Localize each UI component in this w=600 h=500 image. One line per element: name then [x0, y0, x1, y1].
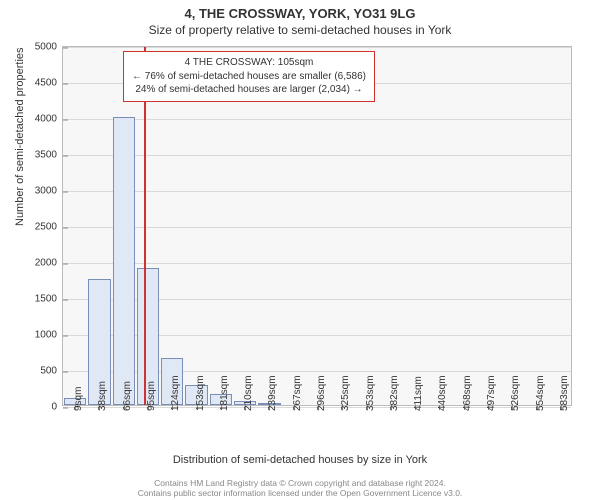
x-tick: 38sqm — [97, 381, 108, 411]
x-tick: 526sqm — [510, 375, 521, 411]
gridline — [63, 119, 571, 120]
y-tick: 4500 — [35, 78, 63, 89]
x-tick: 325sqm — [340, 375, 351, 411]
x-tick: 411sqm — [413, 376, 424, 411]
y-tick: 5000 — [35, 42, 63, 53]
x-tick: 239sqm — [267, 375, 278, 411]
y-tick: 500 — [40, 366, 63, 377]
y-tick: 3500 — [35, 150, 63, 161]
chart-title: 4, THE CROSSWAY, YORK, YO31 9LG — [0, 0, 600, 21]
y-tick: 1000 — [35, 330, 63, 341]
gridline — [63, 155, 571, 156]
x-axis-label: Distribution of semi-detached houses by … — [0, 454, 600, 466]
chart-area: 0500100015002000250030003500400045005000… — [62, 46, 572, 406]
x-tick: 468sqm — [462, 375, 473, 411]
footer-line1: Contains HM Land Registry data © Crown c… — [0, 478, 600, 488]
y-tick: 1500 — [35, 294, 63, 305]
x-tick: 382sqm — [389, 375, 400, 411]
info-box-line3: 24% of semi-detached houses are larger (… — [132, 83, 366, 97]
info-box: 4 THE CROSSWAY: 105sqm← 76% of semi-deta… — [123, 51, 375, 102]
x-tick: 267sqm — [292, 375, 303, 411]
x-tick: 353sqm — [365, 375, 376, 411]
gridline — [63, 227, 571, 228]
x-tick: 583sqm — [559, 375, 570, 411]
info-box-line2: ← 76% of semi-detached houses are smalle… — [132, 70, 366, 84]
gridline — [63, 263, 571, 264]
y-tick: 2500 — [35, 222, 63, 233]
histogram-bar — [113, 117, 135, 405]
y-tick: 0 — [51, 402, 63, 413]
x-tick: 153sqm — [195, 375, 206, 411]
footer-attribution: Contains HM Land Registry data © Crown c… — [0, 478, 600, 498]
y-axis-label: Number of semi-detached properties — [14, 47, 26, 226]
y-tick: 3000 — [35, 186, 63, 197]
y-tick: 4000 — [35, 114, 63, 125]
x-tick: 440sqm — [437, 375, 448, 411]
x-tick: 9sqm — [73, 387, 84, 411]
info-box-line1: 4 THE CROSSWAY: 105sqm — [132, 56, 366, 70]
chart-subtitle: Size of property relative to semi-detach… — [0, 21, 600, 41]
x-tick: 181sqm — [219, 375, 230, 411]
gridline — [63, 191, 571, 192]
gridline — [63, 47, 571, 48]
y-tick: 2000 — [35, 258, 63, 269]
x-tick: 124sqm — [170, 375, 181, 411]
plot-region: 0500100015002000250030003500400045005000… — [62, 46, 572, 406]
x-tick: 554sqm — [535, 375, 546, 411]
x-tick: 296sqm — [316, 375, 327, 411]
x-tick: 95sqm — [146, 381, 157, 411]
x-tick: 497sqm — [486, 375, 497, 411]
x-tick: 210sqm — [243, 375, 254, 411]
x-tick: 66sqm — [122, 381, 133, 411]
footer-line2: Contains public sector information licen… — [0, 488, 600, 498]
